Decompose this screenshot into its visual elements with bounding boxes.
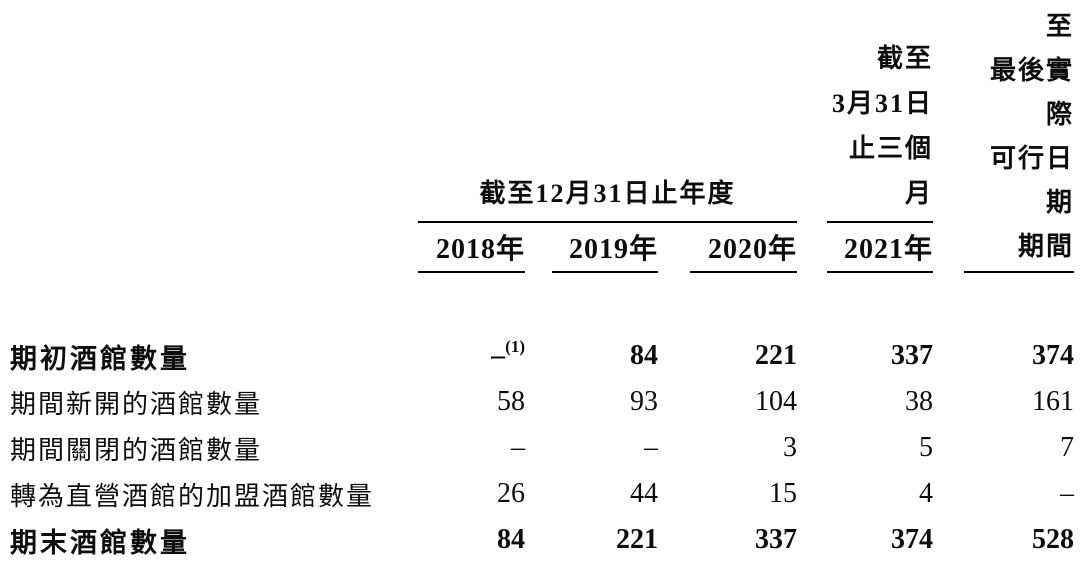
- header-col-latest-practicable-label: 2021年 3月31日至 最後實際 可行日期 期間: [964, 12, 1075, 273]
- table-row-new-opened: 期間新開的酒館數量 58 93 104 38 161: [0, 379, 1074, 425]
- value-cell: 221: [755, 340, 798, 371]
- value-cell: 3: [783, 432, 798, 463]
- table-row-ending-count: 期末酒館數量 84 221 337 374 528: [0, 517, 1074, 563]
- value-cell: 58: [497, 386, 525, 417]
- header-group-row: 截至12月31日止年度 截至 3月31日 止三個月 2021年 3月31日至 最…: [0, 12, 1075, 273]
- header-col-2019: 2019年: [525, 223, 658, 273]
- header-col-2021-q1: 2021年: [797, 223, 934, 273]
- header-label-spacer: [0, 36, 410, 273]
- header-body-gap: [0, 273, 1074, 333]
- header-group-q1-label: 截至 3月31日 止三個月: [827, 36, 934, 223]
- value-cell: 44: [630, 478, 658, 509]
- table-row-beginning-count: 期初酒館數量 –(1) 84 221 337 374: [0, 333, 1074, 379]
- value-cell: 374: [1032, 340, 1075, 371]
- value-cell: 38: [905, 386, 934, 417]
- row-label: 期間新開的酒館數量: [10, 389, 263, 419]
- header-col-2020: 2020年: [658, 223, 798, 273]
- value-cell: 5: [919, 432, 934, 463]
- value-cell: 93: [630, 386, 658, 417]
- row-label: 期間關閉的酒館數量: [10, 435, 263, 465]
- value-cell: 337: [755, 524, 798, 555]
- value-cell: –: [511, 432, 525, 463]
- value-cell: 374: [891, 524, 934, 555]
- value-cell: –: [1060, 478, 1075, 509]
- header-year-row: 2018年 2019年 2020年 2021年: [0, 223, 1074, 273]
- value-cell: –: [644, 432, 658, 463]
- header-group-fy: 截至12月31日止年度: [410, 36, 798, 223]
- value-cell: 4: [919, 478, 934, 509]
- row-label: 轉為直營酒館的加盟酒館數量: [10, 481, 375, 511]
- value-cell: 7: [1060, 432, 1075, 463]
- value-cell: –(1): [491, 336, 525, 371]
- row-label: 期末酒館數量: [10, 527, 190, 558]
- value-cell: 15: [769, 478, 798, 509]
- footnote-marker: (1): [505, 336, 525, 356]
- value-cell: 161: [1032, 386, 1075, 417]
- value-cell: 84: [630, 340, 658, 371]
- value-cell: 26: [497, 478, 525, 509]
- header-group-fy-label: 截至12月31日止年度: [418, 171, 798, 223]
- header-col-latest-practicable: 2021年 3月31日至 最後實際 可行日期 期間: [933, 12, 1075, 273]
- pub-count-table: 截至12月31日止年度 截至 3月31日 止三個月 2021年 3月31日至 最…: [0, 12, 1075, 563]
- table-row-closed: 期間關閉的酒館數量 – – 3 5 7: [0, 425, 1074, 471]
- header-col-2018: 2018年: [410, 223, 525, 273]
- value-cell: 337: [891, 340, 934, 371]
- table-row-converted-franchise: 轉為直營酒館的加盟酒館數量 26 44 15 4 –: [0, 471, 1074, 517]
- value-cell: 84: [497, 524, 525, 555]
- row-label: 期初酒館數量: [10, 343, 190, 374]
- header-group-q1: 截至 3月31日 止三個月: [797, 36, 934, 223]
- value-cell: 221: [616, 524, 658, 555]
- value-cell: 528: [1032, 524, 1075, 555]
- value-cell: 104: [755, 386, 798, 417]
